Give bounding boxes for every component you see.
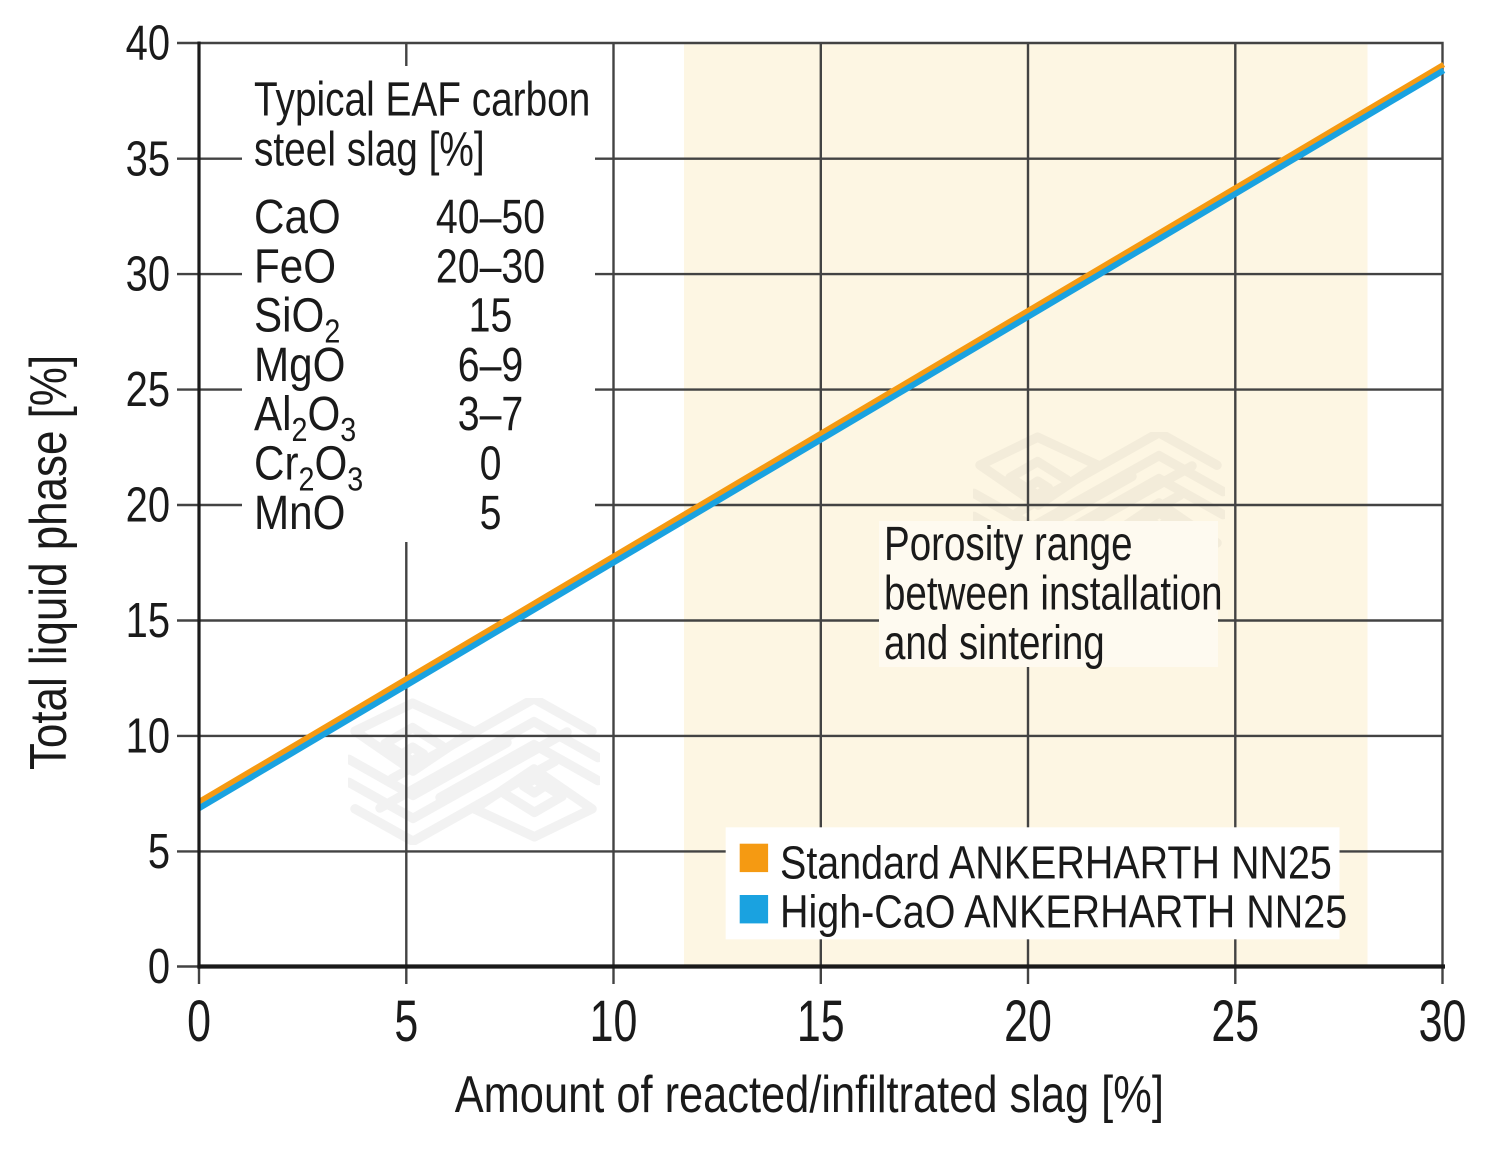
svg-text:30: 30 — [126, 246, 170, 302]
svg-text:FeO: FeO — [254, 239, 336, 293]
svg-text:5: 5 — [148, 823, 170, 879]
svg-text:25: 25 — [1211, 989, 1259, 1054]
svg-text:Porosity range: Porosity range — [884, 517, 1133, 571]
svg-text:30: 30 — [1419, 989, 1467, 1054]
svg-text:0: 0 — [148, 938, 170, 994]
svg-text:steel slag [%]: steel slag [%] — [254, 123, 485, 177]
svg-text:6–9: 6–9 — [458, 338, 524, 392]
svg-text:20–30: 20–30 — [436, 239, 545, 293]
svg-text:Typical EAF carbon: Typical EAF carbon — [254, 73, 590, 127]
svg-text:5: 5 — [480, 486, 502, 540]
svg-text:MnO: MnO — [254, 485, 345, 539]
svg-text:10: 10 — [590, 989, 638, 1054]
svg-text:35: 35 — [126, 130, 170, 186]
svg-text:15: 15 — [469, 289, 513, 343]
svg-text:25: 25 — [126, 361, 170, 417]
svg-text:20: 20 — [126, 476, 170, 532]
svg-text:CaO: CaO — [254, 189, 341, 243]
svg-text:10: 10 — [126, 707, 170, 763]
svg-text:SiO2: SiO2 — [254, 288, 340, 350]
svg-text:High-CaO ANKERHARTH NN25: High-CaO ANKERHARTH NN25 — [780, 887, 1347, 939]
svg-text:40: 40 — [126, 14, 170, 70]
svg-text:3–7: 3–7 — [458, 387, 524, 441]
svg-text:Standard ANKERHARTH NN25: Standard ANKERHARTH NN25 — [780, 838, 1332, 890]
svg-text:Total liquid phase [%]: Total liquid phase [%] — [21, 355, 78, 770]
svg-text:20: 20 — [1004, 989, 1052, 1054]
svg-text:15: 15 — [126, 592, 170, 648]
svg-text:and sintering: and sintering — [884, 616, 1105, 670]
svg-text:0: 0 — [187, 989, 211, 1054]
svg-text:Al2O3: Al2O3 — [254, 386, 356, 448]
svg-text:MgO: MgO — [254, 337, 345, 391]
svg-text:15: 15 — [797, 989, 845, 1054]
svg-text:Amount of reacted/infiltrated: Amount of reacted/infiltrated slag [%] — [455, 1067, 1164, 1124]
svg-text:0: 0 — [480, 437, 502, 491]
svg-text:40–50: 40–50 — [436, 190, 545, 244]
svg-text:between installation: between installation — [884, 566, 1223, 620]
svg-text:5: 5 — [394, 989, 418, 1054]
